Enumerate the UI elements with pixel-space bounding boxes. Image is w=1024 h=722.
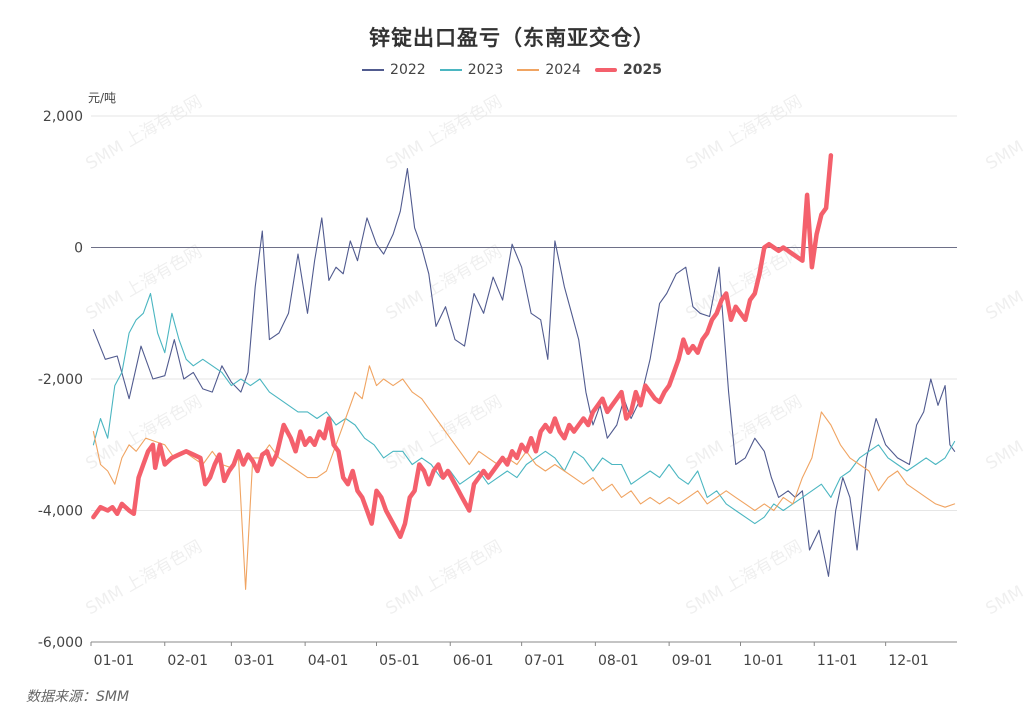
legend-label-2023: 2023 bbox=[467, 62, 504, 78]
watermark-text: SMM 上海有色网 bbox=[383, 92, 506, 175]
watermark-text: SMM 上海有色网 bbox=[983, 242, 1024, 325]
y-tick-label: 2,000 bbox=[43, 109, 83, 125]
x-tick-label: 09-01 bbox=[672, 653, 713, 669]
legend-item-2022[interactable]: 2022 bbox=[362, 62, 426, 78]
watermark-text: SMM 上海有色网 bbox=[383, 242, 506, 325]
legend-label-2024: 2024 bbox=[545, 62, 581, 78]
x-tick-label: 08-01 bbox=[598, 653, 639, 669]
y-tick-label: 0 bbox=[74, 241, 83, 257]
x-tick-label: 02-01 bbox=[167, 653, 208, 669]
x-tick-label: 12-01 bbox=[888, 653, 929, 669]
series-line-2024 bbox=[92, 365, 956, 590]
legend-swatch-2024 bbox=[517, 69, 540, 71]
watermark-text: SMM 上海有色网 bbox=[83, 92, 206, 175]
watermark-text: SMM 上海有色网 bbox=[383, 392, 506, 475]
x-tick-label: 01-01 bbox=[94, 653, 135, 669]
legend-item-2023[interactable]: 2023 bbox=[439, 62, 504, 78]
watermark-text: SMM 上海有色网 bbox=[683, 92, 806, 175]
legend-swatch-2025 bbox=[594, 68, 617, 72]
legend-item-2024[interactable]: 2024 bbox=[517, 62, 581, 78]
legend-label-2022: 2022 bbox=[390, 62, 426, 78]
watermark-text: SMM 上海有色网 bbox=[683, 242, 806, 325]
y-tick-label: -4,000 bbox=[38, 504, 83, 520]
y-axis-unit: 元/吨 bbox=[88, 91, 117, 105]
x-tick-label: 07-01 bbox=[524, 653, 565, 669]
x-tick-label: 06-01 bbox=[453, 653, 494, 669]
watermark-text: SMM 上海有色网 bbox=[383, 537, 506, 620]
legend-item-2025[interactable]: 2025 bbox=[594, 62, 662, 78]
x-tick-label: 11-01 bbox=[817, 653, 858, 669]
series-line-2022 bbox=[92, 168, 956, 577]
x-tick-label: 05-01 bbox=[379, 653, 420, 669]
x-tick-label: 10-01 bbox=[743, 653, 784, 669]
legend-swatch-2022 bbox=[362, 69, 385, 71]
series-line-2023 bbox=[92, 292, 956, 525]
watermark-text: SMM 上海有色网 bbox=[983, 92, 1024, 175]
series-line-2025 bbox=[91, 153, 834, 540]
y-tick-label: -6,000 bbox=[38, 635, 83, 651]
y-tick-label: -2,000 bbox=[38, 372, 83, 388]
watermark-text: SMM 上海有色网 bbox=[83, 537, 206, 620]
x-tick-label: 03-01 bbox=[234, 653, 275, 669]
watermark-text: SMM 上海有色网 bbox=[983, 537, 1024, 620]
watermark-text: SMM 上海有色网 bbox=[683, 537, 806, 620]
x-tick-label: 04-01 bbox=[308, 653, 349, 669]
data-source-note: 数据来源：SMM bbox=[26, 689, 130, 705]
legend-label-2025: 2025 bbox=[622, 62, 662, 78]
watermark-text: SMM 上海有色网 bbox=[983, 392, 1024, 475]
chart-title: 锌锭出口盈亏（东南亚交仓） bbox=[369, 26, 655, 50]
legend-swatch-2023 bbox=[439, 69, 462, 71]
watermark-text: SMM 上海有色网 bbox=[683, 392, 806, 475]
chart-legend: 2022 2023 2024 2025 bbox=[0, 62, 1024, 78]
